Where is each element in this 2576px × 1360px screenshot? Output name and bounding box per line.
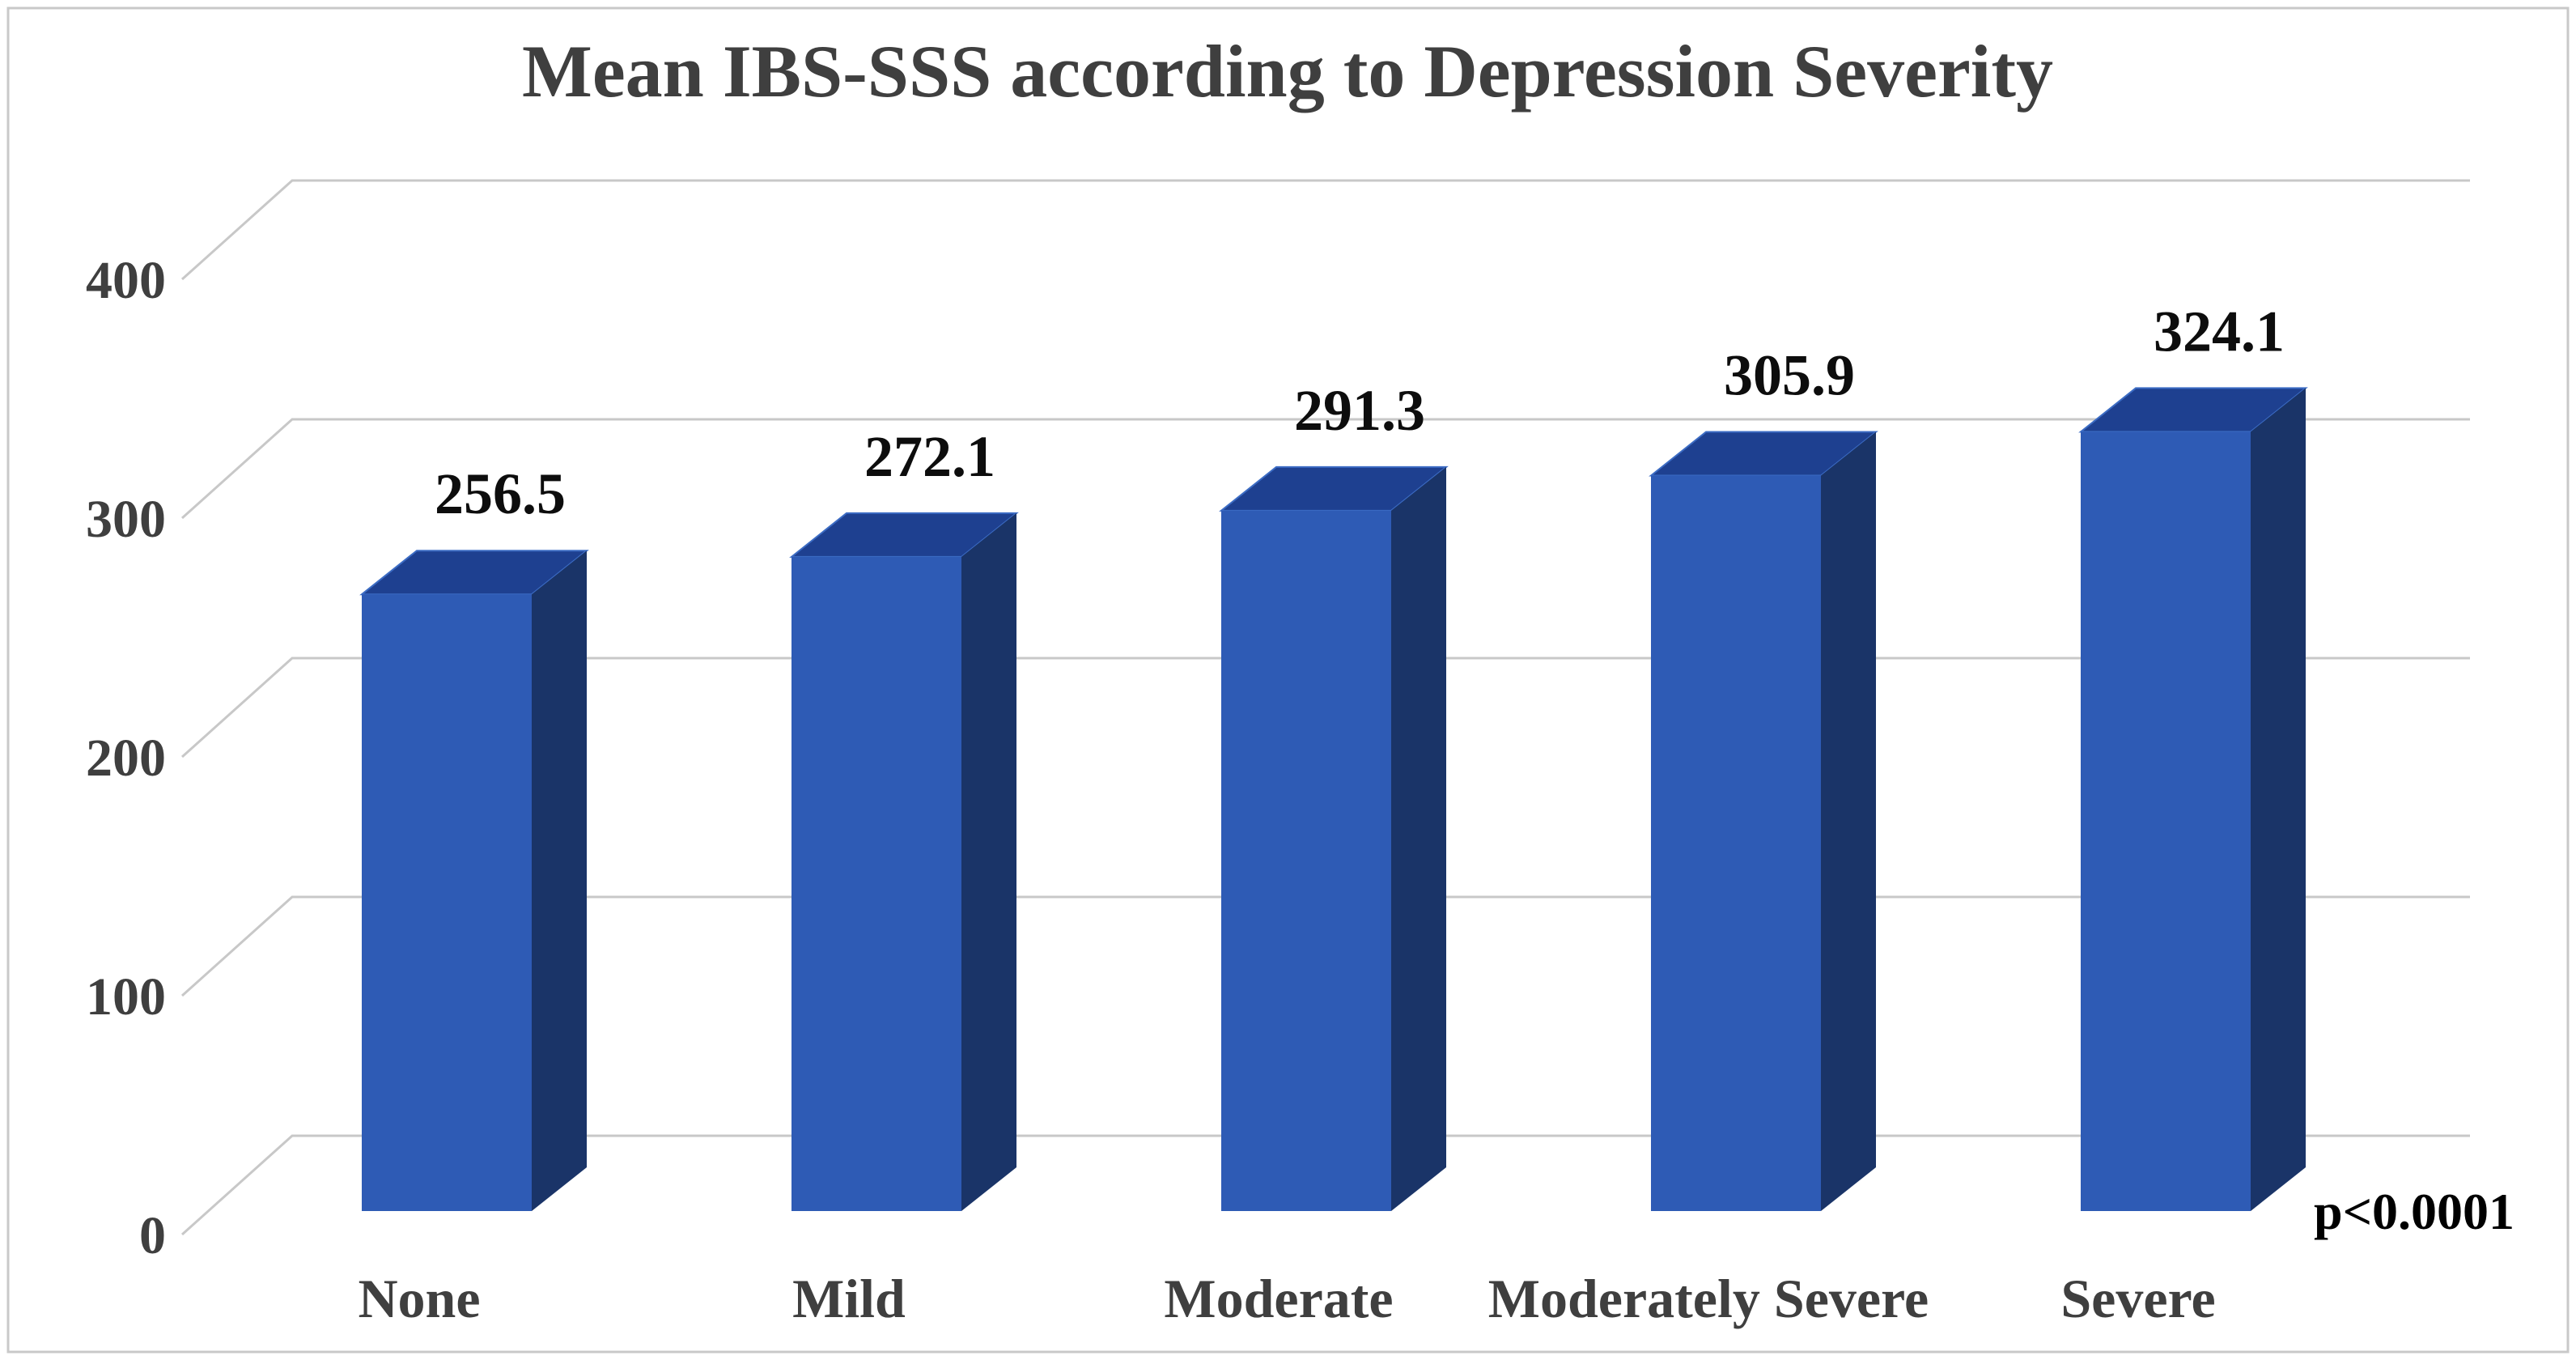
bar-side-face-severe [2251, 388, 2306, 1212]
y-tick-label-100: 100 [86, 967, 166, 1026]
x-axis-category-labels: None Mild Moderate Moderately Severe Severe [358, 1268, 2215, 1329]
y-axis-tick-labels: 0 100 200 300 400 [86, 251, 166, 1265]
data-label-mild: 272.1 [864, 424, 995, 489]
data-label-severe: 324.1 [2154, 299, 2285, 363]
category-label-moderate: Moderate [1164, 1268, 1393, 1329]
bar-mild [789, 512, 1019, 1211]
bar-none [359, 550, 589, 1211]
bar-front-face-mild [791, 556, 961, 1211]
bar-side-face-moderately-severe [1821, 431, 1876, 1211]
y-tick-label-0: 0 [139, 1206, 166, 1265]
bar-severe [2078, 387, 2308, 1212]
bar-front-face-severe [2081, 431, 2251, 1211]
p-value-annotation: p<0.0001 [2314, 1183, 2514, 1240]
bar-moderate [1219, 465, 1449, 1211]
y-tick-label-400: 400 [86, 251, 166, 310]
bar-moderately-severe [1649, 431, 1878, 1211]
category-label-severe: Severe [2060, 1268, 2215, 1329]
chart-border [6, 6, 2570, 1354]
y-tick-label-300: 300 [86, 490, 166, 549]
category-label-none: None [358, 1268, 480, 1329]
bar-side-face-moderate [1391, 466, 1446, 1211]
gridline-300 [180, 418, 2470, 520]
data-label-none: 256.5 [435, 461, 566, 526]
bar-front-face-moderate [1221, 510, 1391, 1211]
bar-side-face-none [532, 550, 587, 1211]
data-label-moderate: 291.3 [1294, 378, 1425, 443]
data-labels-group: 256.5 272.1 291.3 305.9 324.1 [435, 299, 2285, 526]
category-label-moderately-severe: Moderately Severe [1488, 1268, 1929, 1329]
y-tick-label-200: 200 [86, 729, 166, 788]
gridline-400 [180, 179, 2470, 281]
bar-side-face-mild [961, 512, 1016, 1211]
category-label-mild: Mild [792, 1268, 906, 1329]
bars-group [359, 387, 2308, 1212]
bar-front-face-moderately-severe [1651, 475, 1821, 1211]
data-label-moderately-severe: 305.9 [1724, 342, 1855, 407]
bar-front-face-none [362, 594, 532, 1211]
chart-title: Mean IBS-SSS according to Depression Sev… [522, 30, 2053, 113]
